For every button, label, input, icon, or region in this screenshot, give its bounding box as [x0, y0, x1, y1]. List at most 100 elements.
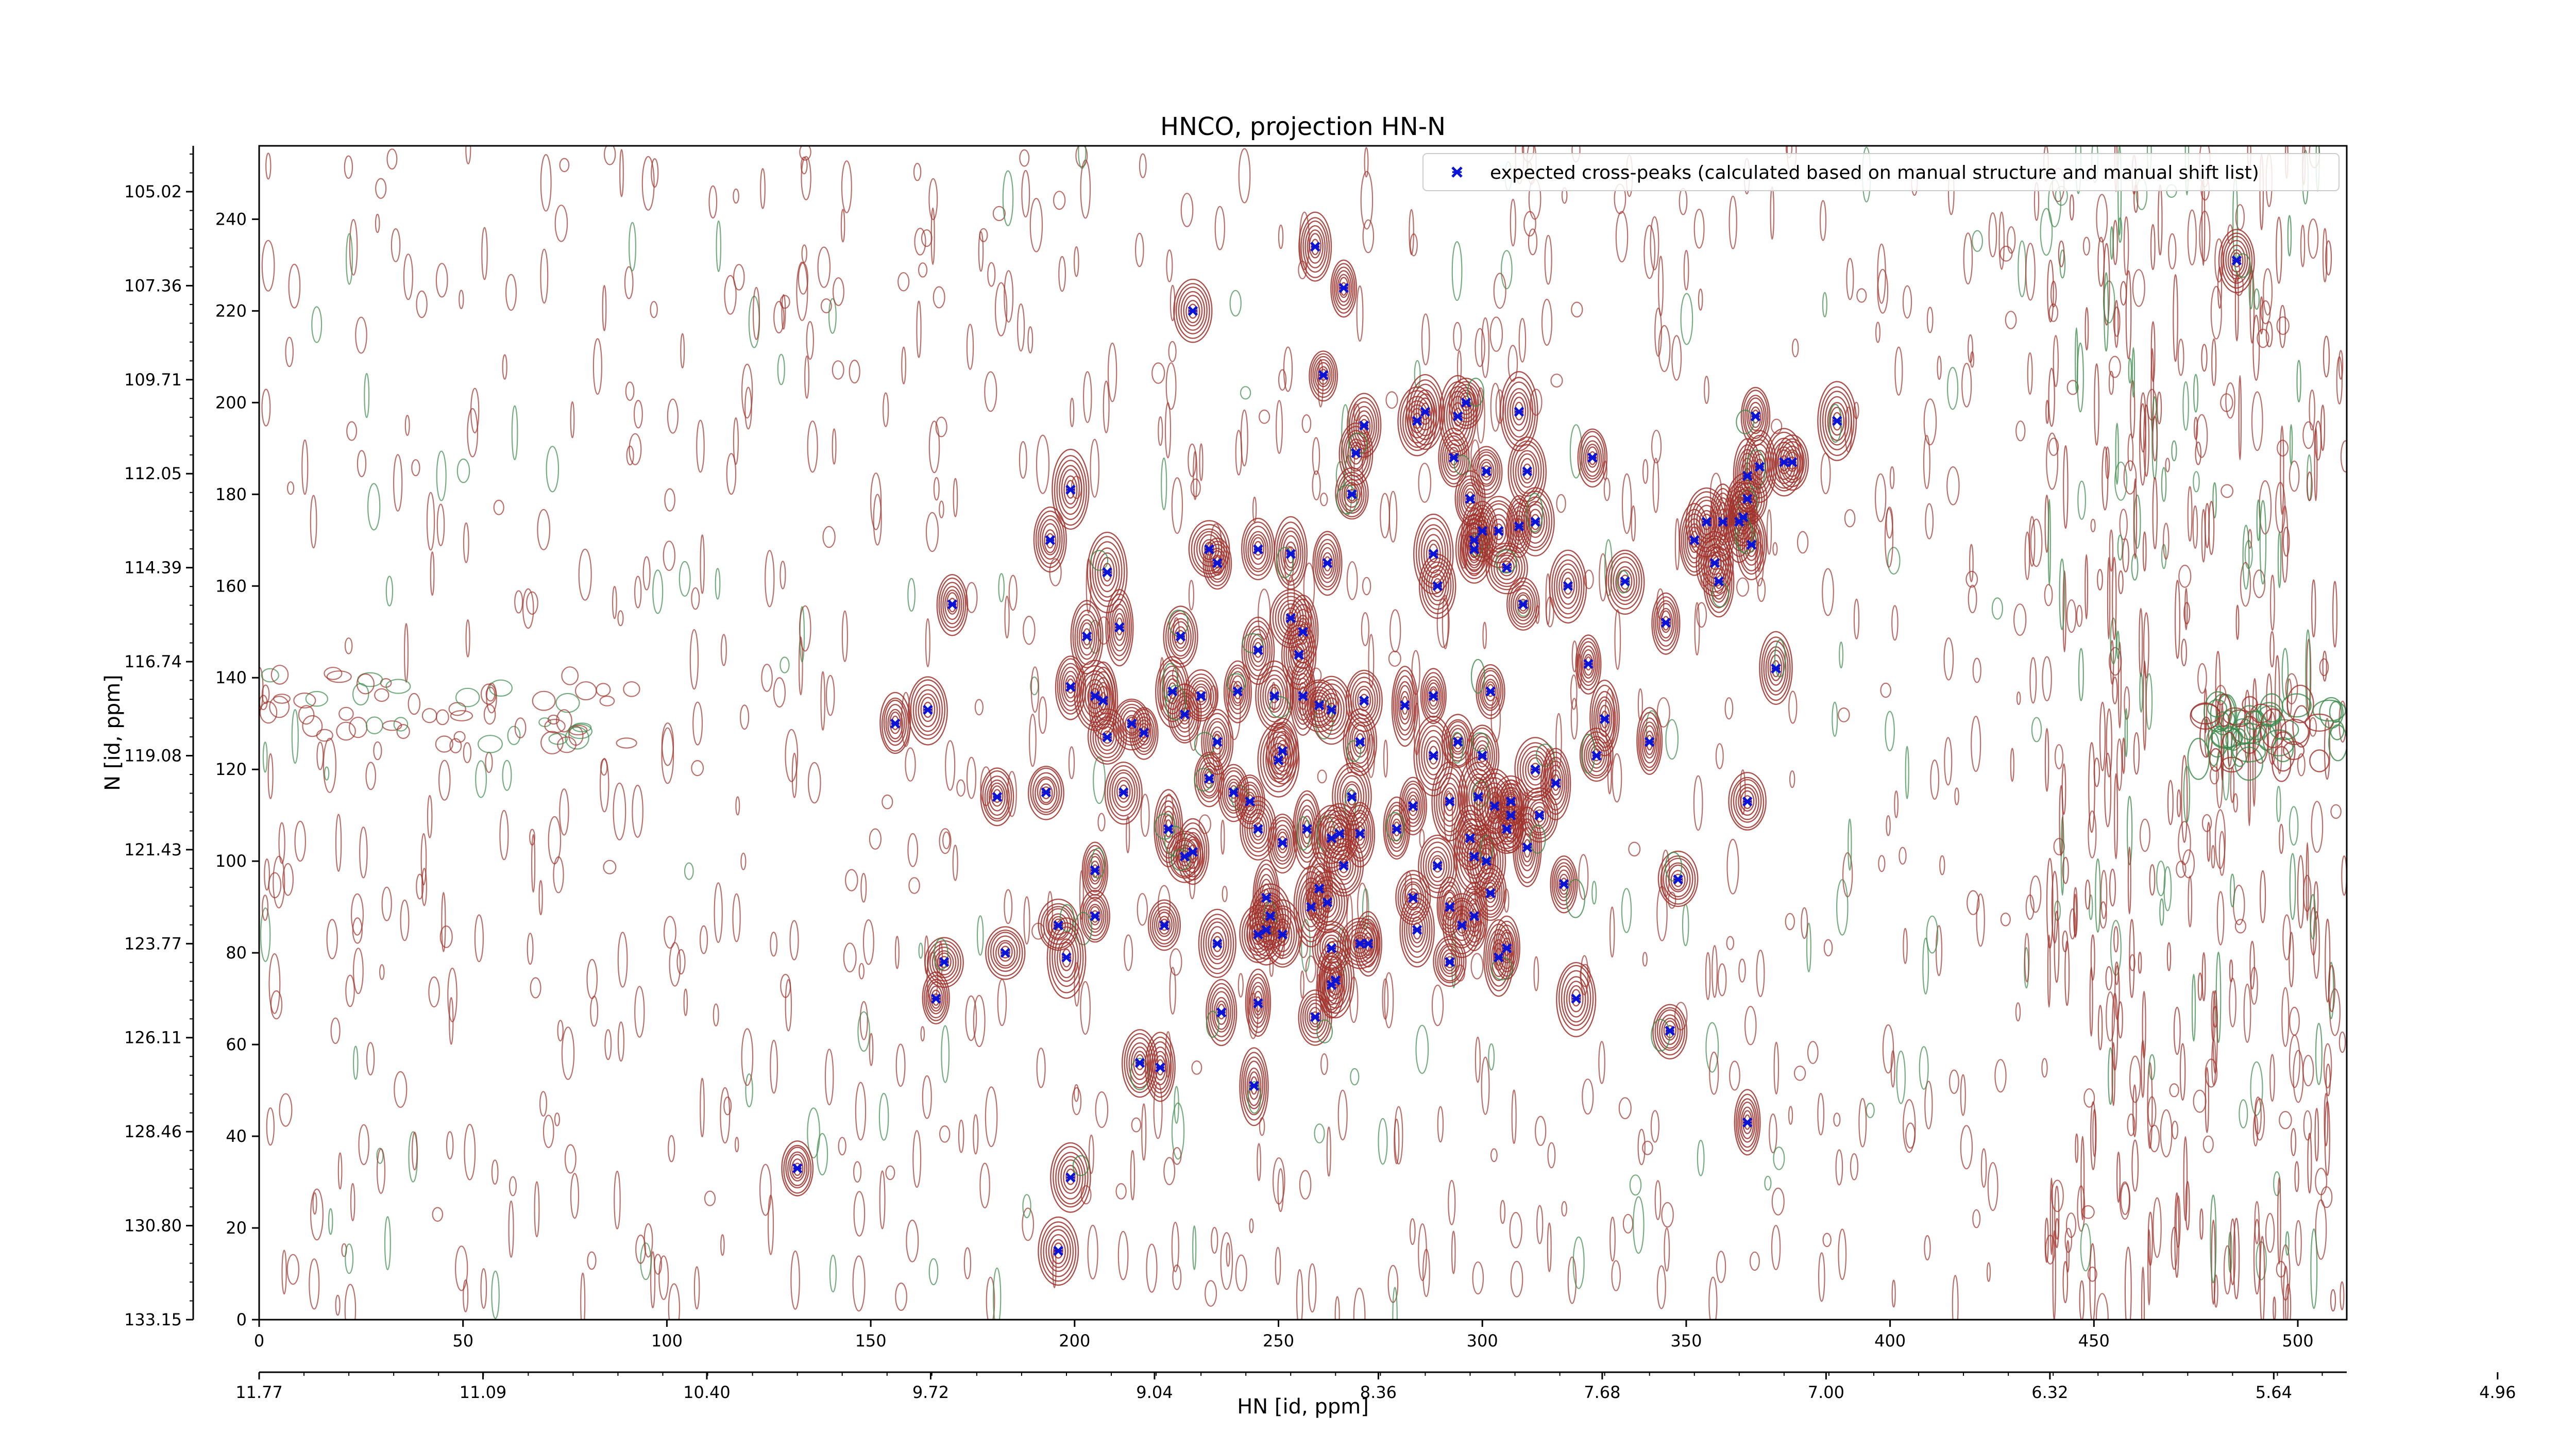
- peak-contour-level: [989, 782, 1006, 812]
- noise-contour: [1642, 459, 1649, 484]
- noise-contour: [935, 416, 947, 437]
- noise-contour: [994, 282, 1008, 336]
- peak-contour-level: [1425, 846, 1450, 886]
- noise-contour: [1887, 547, 1901, 575]
- peak-contour: [985, 926, 1026, 980]
- noise-contour: [1717, 963, 1727, 997]
- noise-contour: [2302, 421, 2315, 449]
- noise-contour: [489, 679, 513, 697]
- peak-contour-level: [1389, 813, 1404, 845]
- peak-contour-level: [1134, 716, 1154, 749]
- peak-contour-level: [1549, 549, 1587, 624]
- peak-contour-level: [1583, 653, 1594, 676]
- noise-contour: [2069, 908, 2076, 940]
- peak-contour-level: [1197, 757, 1221, 799]
- peak-contour-level: [1440, 432, 1468, 485]
- noise-contour: [530, 977, 541, 999]
- noise-contour: [2277, 1177, 2281, 1265]
- noise-contour: [2152, 415, 2158, 462]
- noise-contour: [714, 882, 723, 943]
- peak-contour-level: [1090, 861, 1100, 882]
- noise-contour: [293, 692, 316, 709]
- peak-contour-level: [1341, 479, 1363, 512]
- noise-contour: [2108, 370, 2114, 395]
- peak-marker: [1832, 416, 1842, 426]
- noise-contour: [1389, 609, 1401, 653]
- noise-contour: [2102, 446, 2109, 511]
- peak-contour-level: [1681, 509, 1708, 573]
- noise-contour: [1697, 1139, 1705, 1176]
- noise-contour: [1382, 978, 1389, 1020]
- noise-contour: [735, 796, 740, 816]
- noise-contour: [1191, 1060, 1202, 1075]
- peak-contour-level: [1038, 1216, 1079, 1286]
- peak-marker: [1742, 494, 1753, 504]
- noise-contour: [691, 587, 700, 610]
- peak-contour: [1406, 374, 1445, 450]
- peak-contour-level: [1420, 668, 1447, 724]
- noise-contour: [2270, 731, 2296, 772]
- peak-contour-level: [1032, 772, 1060, 813]
- noise-contour: [261, 389, 271, 427]
- noise-contour: [2048, 367, 2055, 427]
- noise-contour: [1227, 681, 1241, 740]
- noise-contour: [543, 1115, 554, 1149]
- noise-contour: [1083, 371, 1092, 423]
- peak-contour-level: [1322, 895, 1333, 909]
- peak-contour-level: [1458, 519, 1491, 580]
- peak-marker: [1701, 516, 1712, 527]
- noise-contour: [1926, 307, 1934, 333]
- peak-marker: [992, 791, 1003, 802]
- negative-contour: [1242, 633, 1264, 654]
- noise-contour: [2181, 638, 2188, 667]
- peak-contour-level: [1285, 612, 1296, 626]
- peak-contour-level: [1158, 916, 1171, 935]
- peak-contour-level: [1485, 923, 1512, 991]
- noise-contour: [616, 737, 637, 749]
- noise-contour: [1392, 1287, 1398, 1320]
- noise-contour: [2095, 858, 2101, 933]
- peak-contour-level: [1550, 855, 1578, 914]
- noise-contour: [1570, 698, 1578, 740]
- noise-contour: [2053, 838, 2065, 855]
- noise-contour: [2140, 392, 2146, 453]
- peak-contour-level: [1431, 761, 1468, 841]
- peak-marker: [1432, 581, 1443, 592]
- peak-contour: [1651, 1004, 1688, 1059]
- noise-contour: [661, 727, 674, 784]
- peak-marker: [1277, 929, 1288, 940]
- peak-contour-level: [1251, 637, 1264, 663]
- peak-contour-level: [1714, 497, 1732, 546]
- noise-contour: [779, 561, 786, 589]
- peak-marker: [1445, 796, 1455, 807]
- peak-marker: [1314, 700, 1325, 711]
- noise-contour: [1030, 666, 1040, 713]
- noise-contour: [1729, 1060, 1740, 1091]
- noise-contour: [2193, 471, 2200, 493]
- peak-contour-level: [930, 989, 941, 1009]
- noise-contour: [2269, 631, 2275, 668]
- peak-contour: [1038, 1216, 1079, 1286]
- noise-contour: [633, 400, 643, 429]
- noise-contour: [2197, 663, 2207, 694]
- legend: expected cross-peaks (calculated based o…: [1422, 153, 2340, 191]
- noise-contour: [1214, 206, 1225, 250]
- noise-contour: [335, 1294, 341, 1316]
- noise-contour: [502, 760, 512, 791]
- peak-contour-level: [1449, 728, 1466, 755]
- noise-contour: [1139, 153, 1147, 178]
- noise-contour: [2287, 215, 2292, 257]
- peak-contour: [1703, 546, 1735, 618]
- peak-contour-level: [1245, 526, 1271, 572]
- peak-contour-level: [1321, 552, 1333, 576]
- peak-contour-level: [1172, 621, 1190, 652]
- peak-contour: [1575, 634, 1602, 695]
- peak-contour-level: [1476, 664, 1505, 719]
- noise-contour: [2114, 773, 2119, 860]
- peak-contour-level: [1172, 692, 1198, 737]
- negative-contour: [1495, 549, 1517, 574]
- peak-contour-level: [1333, 849, 1354, 881]
- noise-contour: [1832, 701, 1838, 737]
- peak-marker: [1090, 691, 1100, 701]
- noise-contour: [1650, 1110, 1659, 1143]
